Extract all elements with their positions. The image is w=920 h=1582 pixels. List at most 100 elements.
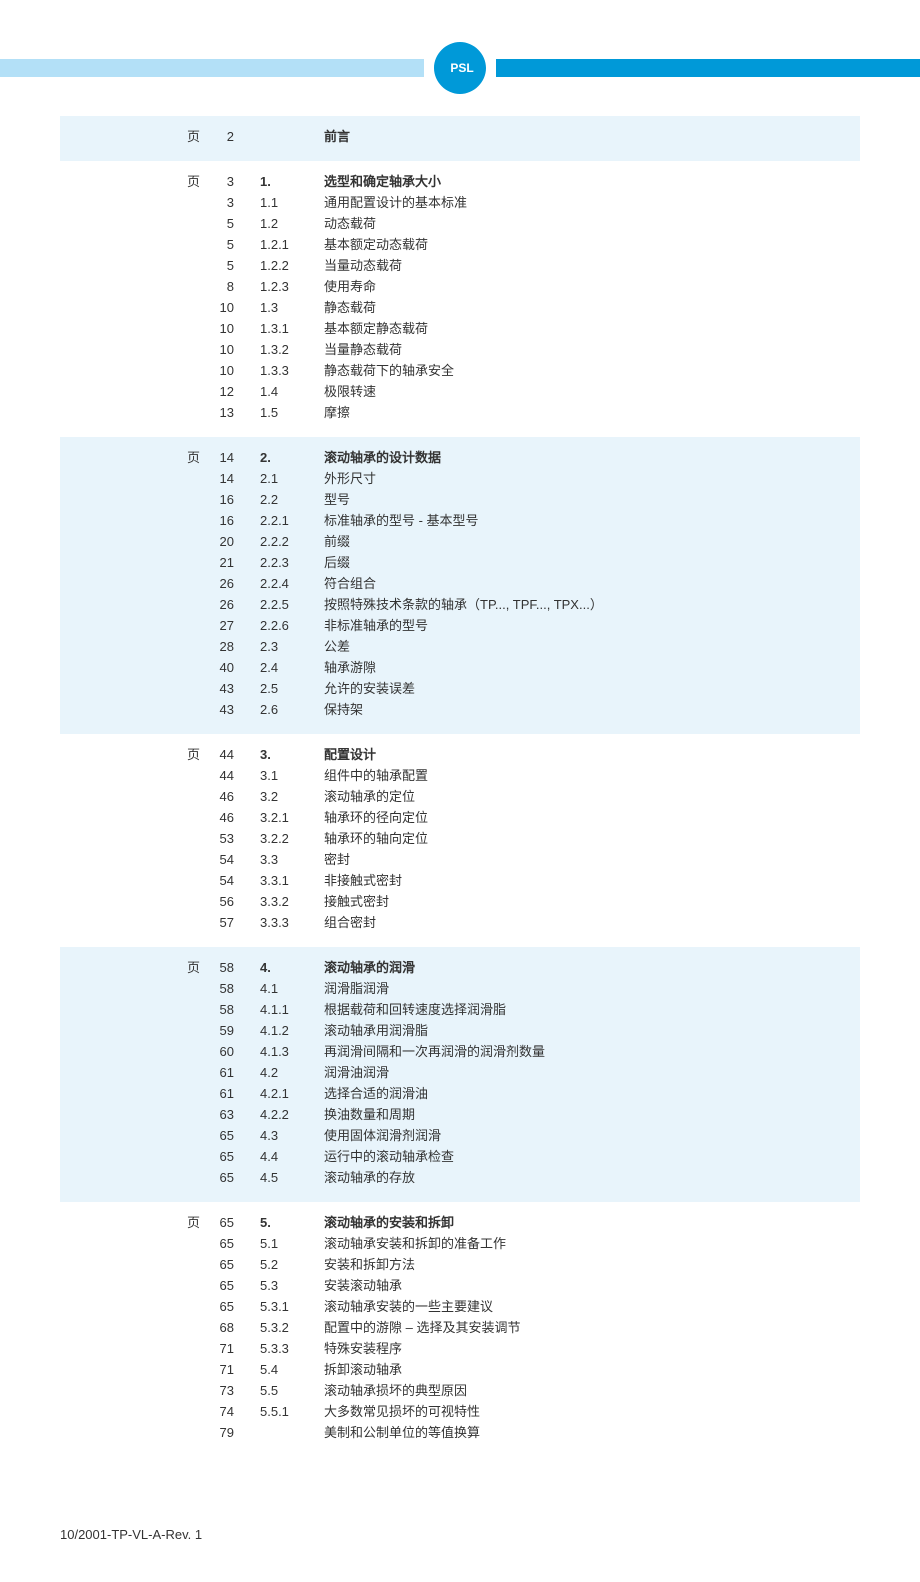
page-label: 页	[60, 126, 200, 147]
toc-section: 页2 前言	[60, 116, 860, 161]
section-number: 1.2.3	[260, 276, 324, 297]
section-title: 滚动轴承的安装和拆卸	[324, 1212, 860, 1233]
section-title: 美制和公制单位的等值换算	[324, 1422, 860, 1443]
section-title: 配置设计	[324, 744, 860, 765]
section-number: 4.5	[260, 1167, 324, 1188]
section-title: 型号	[324, 489, 860, 510]
page-number: 65	[60, 1233, 234, 1254]
page-label: 页	[60, 171, 200, 192]
section-number: 2.2.2	[260, 531, 324, 552]
section-number: 1.3.1	[260, 318, 324, 339]
section-number: 2.2.5	[260, 594, 324, 615]
section-number: 2.	[260, 447, 324, 468]
toc-section: 页58585859606161636565654.4.14.1.14.1.24.…	[60, 947, 860, 1202]
section-number: 4.2.2	[260, 1104, 324, 1125]
page-number: 10	[60, 360, 234, 381]
section-number: 4.2	[260, 1062, 324, 1083]
section-title: 润滑油润滑	[324, 1062, 860, 1083]
page-number: 10	[60, 339, 234, 360]
section-title: 安装滚动轴承	[324, 1275, 860, 1296]
page-label: 页	[60, 447, 200, 468]
page-number: 65	[60, 1146, 234, 1167]
section-title: 滚动轴承用润滑脂	[324, 1020, 860, 1041]
section-title: 轴承游隙	[324, 657, 860, 678]
section-title: 基本额定动态载荷	[324, 234, 860, 255]
section-title: 标准轴承的型号 - 基本型号	[324, 510, 860, 531]
section-title: 符合组合	[324, 573, 860, 594]
section-number: 5.2	[260, 1254, 324, 1275]
section-title: 轴承环的轴向定位	[324, 828, 860, 849]
section-title: 通用配置设计的基本标准	[324, 192, 860, 213]
section-title: 保持架	[324, 699, 860, 720]
section-title: 接触式密封	[324, 891, 860, 912]
page-number: 54	[60, 870, 234, 891]
section-number: 4.1	[260, 978, 324, 999]
section-title: 当量动态载荷	[324, 255, 860, 276]
section-number: 2.3	[260, 636, 324, 657]
section-title: 非接触式密封	[324, 870, 860, 891]
page-label: 页	[60, 744, 200, 765]
page-number: 26	[60, 594, 234, 615]
page-number: 61	[60, 1062, 234, 1083]
page-label: 页	[60, 957, 200, 978]
section-number: 2.6	[260, 699, 324, 720]
page-number: 56	[60, 891, 234, 912]
section-title: 动态载荷	[324, 213, 860, 234]
page-number: 73	[60, 1380, 234, 1401]
section-title: 外形尺寸	[324, 468, 860, 489]
section-title: 允许的安装误差	[324, 678, 860, 699]
section-number: 5.5.1	[260, 1401, 324, 1422]
section-title: 滚动轴承的存放	[324, 1167, 860, 1188]
section-title: 根据载荷和回转速度选择润滑脂	[324, 999, 860, 1020]
section-number: 1.	[260, 171, 324, 192]
section-title: 配置中的游隙 – 选择及其安装调节	[324, 1317, 860, 1338]
section-number: 1.3.3	[260, 360, 324, 381]
section-number: 2.1	[260, 468, 324, 489]
page-number: 61	[60, 1083, 234, 1104]
section-title: 前言	[324, 126, 860, 147]
section-number: 1.2.2	[260, 255, 324, 276]
section-number: 1.1	[260, 192, 324, 213]
footer-text: 10/2001-TP-VL-A-Rev. 1	[0, 1497, 920, 1582]
page-number: 58	[60, 999, 234, 1020]
section-number: 2.2.1	[260, 510, 324, 531]
section-title: 基本额定静态载荷	[324, 318, 860, 339]
section-title: 滚动轴承损坏的典型原因	[324, 1380, 860, 1401]
page-number: 58	[200, 957, 234, 978]
page-number: 65	[60, 1275, 234, 1296]
section-title: 极限转速	[324, 381, 860, 402]
section-number: 5.4	[260, 1359, 324, 1380]
section-number: 3.3.2	[260, 891, 324, 912]
toc-section: 页141416162021262627284043432.2.12.22.2.1…	[60, 437, 860, 734]
section-number: 5.1	[260, 1233, 324, 1254]
section-title: 摩擦	[324, 402, 860, 423]
section-number: 2.5	[260, 678, 324, 699]
section-number: 1.4	[260, 381, 324, 402]
toc-section: 页4444464653545456573.3.13.23.2.13.2.23.3…	[60, 734, 860, 947]
page-number: 71	[60, 1338, 234, 1359]
toc-section: 页3355581010101012131.1.11.21.2.11.2.21.2…	[60, 161, 860, 437]
page-number: 8	[60, 276, 234, 297]
page-number: 74	[60, 1401, 234, 1422]
header-band: PSL	[0, 40, 920, 96]
page-number: 14	[60, 468, 234, 489]
page-number: 63	[60, 1104, 234, 1125]
section-title: 拆卸滚动轴承	[324, 1359, 860, 1380]
section-title: 组件中的轴承配置	[324, 765, 860, 786]
page-number: 68	[60, 1317, 234, 1338]
section-title: 选择合适的润滑油	[324, 1083, 860, 1104]
page-number: 65	[60, 1167, 234, 1188]
section-title: 按照特殊技术条款的轴承（TP..., TPF..., TPX...）	[324, 594, 860, 615]
page-number: 3	[200, 171, 234, 192]
section-title: 大多数常见损坏的可视特性	[324, 1401, 860, 1422]
section-title: 安装和拆卸方法	[324, 1254, 860, 1275]
page-number: 2	[200, 126, 234, 147]
section-number: 3.3.1	[260, 870, 324, 891]
page-number: 13	[60, 402, 234, 423]
page-number: 58	[60, 978, 234, 999]
section-number: 2.2	[260, 489, 324, 510]
section-title: 滚动轴承安装和拆卸的准备工作	[324, 1233, 860, 1254]
page-number: 46	[60, 807, 234, 828]
section-number: 3.3	[260, 849, 324, 870]
section-number: 3.3.3	[260, 912, 324, 933]
